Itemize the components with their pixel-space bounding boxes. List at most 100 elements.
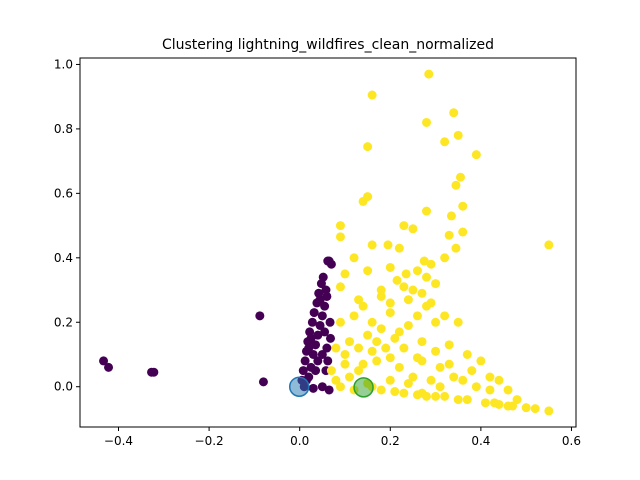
data-point <box>476 356 486 366</box>
data-point <box>408 372 418 382</box>
data-point <box>345 372 355 382</box>
data-point <box>403 378 413 388</box>
data-point <box>449 372 459 382</box>
data-point <box>399 343 409 353</box>
data-point <box>426 259 436 269</box>
data-point <box>392 275 402 285</box>
data-point <box>308 349 318 359</box>
x-tick-label: 0.2 <box>381 434 400 448</box>
plot-frame <box>79 57 577 428</box>
data-point <box>331 343 341 353</box>
data-point <box>149 367 159 377</box>
x-tick-label: 0.0 <box>290 434 309 448</box>
data-point <box>367 90 377 100</box>
data-point <box>317 349 327 359</box>
data-point <box>453 130 463 140</box>
data-point <box>462 349 472 359</box>
data-point <box>317 382 327 392</box>
data-point <box>419 256 429 266</box>
data-point <box>385 375 395 385</box>
data-point <box>503 385 513 395</box>
data-point <box>104 362 114 372</box>
centroid-layer <box>288 376 374 398</box>
data-point <box>367 317 377 327</box>
data-point <box>485 385 495 395</box>
data-point <box>309 308 319 318</box>
data-point <box>544 240 554 250</box>
data-point <box>335 382 345 392</box>
data-point <box>422 272 432 282</box>
data-point <box>372 356 382 366</box>
x-tick-label: −0.2 <box>195 434 224 448</box>
data-point <box>521 403 531 413</box>
data-point <box>325 333 335 343</box>
data-point <box>363 142 373 152</box>
data-point <box>451 180 461 190</box>
data-point <box>372 337 382 347</box>
data-point <box>325 317 335 327</box>
data-point <box>417 337 427 347</box>
data-point <box>326 366 336 376</box>
data-point <box>417 288 427 298</box>
data-point <box>308 383 318 393</box>
data-point <box>390 333 400 343</box>
y-tick-label: 0.4 <box>54 251 73 265</box>
data-point <box>255 311 265 321</box>
data-point <box>315 320 325 330</box>
data-point <box>321 285 331 295</box>
data-point <box>335 317 345 327</box>
data-point <box>340 359 350 369</box>
centroid-marker <box>353 377 374 398</box>
data-point <box>363 266 373 276</box>
data-point <box>304 343 314 353</box>
data-point <box>401 269 411 279</box>
points-layer <box>99 69 554 416</box>
data-point <box>408 224 418 234</box>
y-axis: 0.0 0.2 0.4 0.6 0.8 1.0 <box>54 57 80 394</box>
data-point <box>381 343 391 353</box>
data-point <box>426 375 436 385</box>
data-point <box>320 327 330 337</box>
data-point <box>431 346 441 356</box>
data-point <box>367 346 377 356</box>
data-point <box>458 227 468 237</box>
data-point <box>349 311 359 321</box>
data-point <box>311 340 321 350</box>
data-point <box>394 243 404 253</box>
data-point <box>455 172 465 182</box>
data-point <box>480 398 490 408</box>
data-point <box>313 356 323 366</box>
data-point <box>367 240 377 250</box>
y-tick-label: 0.6 <box>54 186 73 200</box>
data-point <box>394 362 404 372</box>
data-point <box>376 324 386 334</box>
data-point <box>458 201 468 211</box>
data-point <box>431 279 441 289</box>
y-tick-label: 0.2 <box>54 315 73 329</box>
data-point <box>435 382 445 392</box>
data-point <box>340 269 350 279</box>
data-point <box>451 243 461 253</box>
data-point <box>424 69 434 79</box>
data-point <box>390 387 400 397</box>
data-point <box>385 298 395 308</box>
chart-title: Clustering lightning_wildfires_clean_nor… <box>162 37 494 53</box>
data-point <box>313 330 323 340</box>
data-point <box>530 404 540 414</box>
data-point <box>323 356 333 366</box>
data-point <box>446 211 456 221</box>
data-point <box>394 327 404 337</box>
data-point <box>376 385 386 395</box>
data-point <box>444 230 454 240</box>
data-point <box>485 372 495 382</box>
data-point <box>417 356 427 366</box>
y-tick-label: 1.0 <box>54 57 73 71</box>
data-point <box>335 282 345 292</box>
data-point <box>354 343 364 353</box>
y-tick-label: 0.8 <box>54 122 73 136</box>
data-point <box>431 391 441 401</box>
data-point <box>318 272 328 282</box>
data-point <box>544 406 554 416</box>
data-point <box>403 320 413 330</box>
